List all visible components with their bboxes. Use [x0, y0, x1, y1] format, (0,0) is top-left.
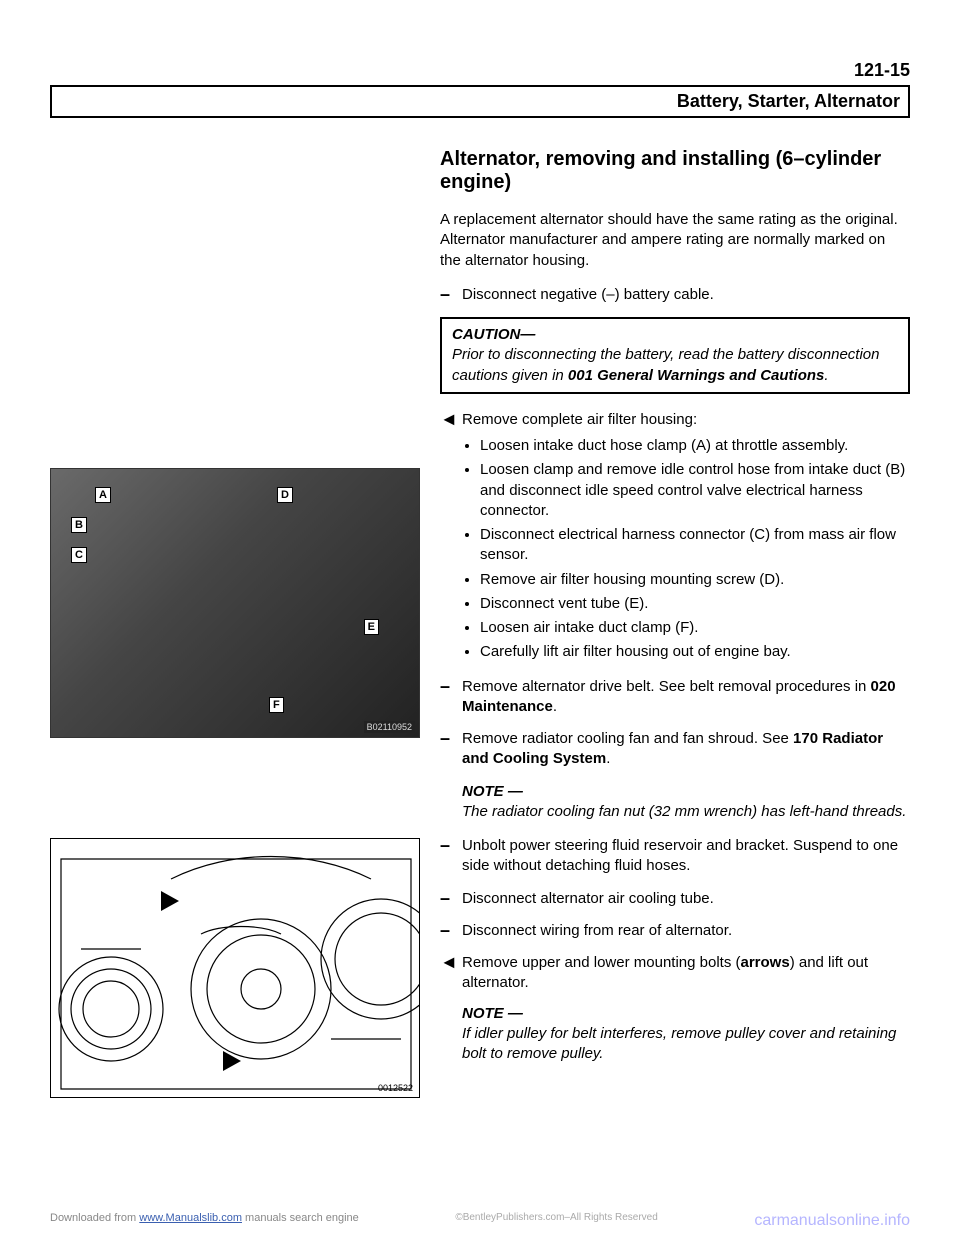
- step-remove-air-filter: ◄ Remove complete air filter housing: Lo…: [440, 410, 910, 667]
- photo-label-b: B: [71, 517, 87, 533]
- dash-marker: –: [440, 729, 462, 749]
- list-item: Disconnect vent tube (E).: [480, 594, 910, 614]
- note-title: NOTE —: [462, 782, 910, 802]
- belt-post: .: [553, 698, 557, 715]
- caution-post: .: [824, 367, 828, 384]
- footer-left-pre: Downloaded from: [50, 1212, 139, 1224]
- list-item: Loosen clamp and remove idle control hos…: [480, 460, 910, 521]
- step-text: Disconnect wiring from rear of alternato…: [462, 921, 910, 941]
- pointer-icon: ◄: [440, 410, 462, 430]
- step-remove-bolts: ◄ Remove upper and lower mounting bolts …: [440, 953, 910, 994]
- left-column: A B C D E F B02110952: [50, 148, 420, 1098]
- note-idler: NOTE — If idler pulley for belt interfer…: [462, 1004, 910, 1065]
- list-text: Loosen clamp and remove idle control hos…: [480, 461, 905, 519]
- footer-right: carmanualsonline.info: [754, 1212, 910, 1230]
- diagram-arrow-lower: [223, 1051, 241, 1071]
- list-item: Loosen air intake duct clamp (F).: [480, 618, 910, 638]
- content-area: A B C D E F B02110952: [50, 148, 910, 1098]
- list-item: Loosen intake duct hose clamp (A) at thr…: [480, 436, 910, 456]
- dash-marker: –: [440, 889, 462, 909]
- step-air-tube: – Disconnect alternator air cooling tube…: [440, 889, 910, 909]
- photo-label-a: A: [95, 487, 111, 503]
- footer-center: ©BentleyPublishers.com–All Rights Reserv…: [455, 1212, 657, 1230]
- footer-left-post: manuals search engine: [242, 1212, 359, 1224]
- belt-pre: Remove alternator drive belt. See belt r…: [462, 678, 871, 695]
- photo-id: B02110952: [364, 721, 415, 733]
- step-text: Remove upper and lower mounting bolts (a…: [462, 953, 910, 994]
- footer-left: Downloaded from www.Manualslib.com manua…: [50, 1212, 359, 1230]
- intro-paragraph: A replacement alternator should have the…: [440, 210, 910, 271]
- step-text: Remove alternator drive belt. See belt r…: [462, 677, 910, 718]
- pointer-icon: ◄: [440, 953, 462, 973]
- bolts-pre: Remove upper and lower mounting bolts (: [462, 954, 740, 971]
- right-column: Alternator, removing and installing (6–c…: [440, 148, 910, 1098]
- caution-body: Prior to disconnecting the battery, read…: [452, 346, 879, 383]
- caution-title: CAUTION—: [452, 326, 535, 343]
- note-body: If idler pulley for belt interferes, rem…: [462, 1024, 910, 1065]
- engine-photo: A B C D E F B02110952: [50, 468, 420, 738]
- list-text: Remove air filter housing mounting screw…: [480, 571, 784, 588]
- step-text: Unbolt power steering fluid reservoir an…: [462, 836, 910, 877]
- step-disconnect-battery: – Disconnect negative (–) battery cable.: [440, 285, 910, 305]
- step-wiring: – Disconnect wiring from rear of alterna…: [440, 921, 910, 941]
- note-body: The radiator cooling fan nut (32 mm wren…: [462, 802, 910, 822]
- step-text: Disconnect alternator air cooling tube.: [462, 889, 910, 909]
- air-filter-lead: Remove complete air filter housing:: [462, 411, 697, 428]
- photo-label-e: E: [364, 619, 379, 635]
- photo-label-c: C: [71, 547, 87, 563]
- note-fan: NOTE — The radiator cooling fan nut (32 …: [462, 782, 910, 823]
- photo-label-d: D: [277, 487, 293, 503]
- list-text: Disconnect vent tube (E).: [480, 595, 648, 612]
- list-item: Carefully lift air filter housing out of…: [480, 642, 910, 662]
- step-text: Disconnect negative (–) battery cable.: [462, 285, 910, 305]
- dash-marker: –: [440, 285, 462, 305]
- page-number: 121-15: [50, 60, 910, 81]
- caution-bold: 001 General Warnings and Cautions: [568, 367, 824, 384]
- air-filter-list: Loosen intake duct hose clamp (A) at thr…: [462, 436, 910, 663]
- note-title: NOTE —: [462, 1004, 910, 1024]
- bolts-bold: arrows: [740, 954, 789, 971]
- step-remove-fan: – Remove radiator cooling fan and fan sh…: [440, 729, 910, 770]
- list-item: Disconnect electrical harness connector …: [480, 525, 910, 566]
- step-text: Remove radiator cooling fan and fan shro…: [462, 729, 910, 770]
- dash-marker: –: [440, 677, 462, 697]
- list-text: Disconnect electrical harness connector …: [480, 526, 896, 563]
- photo-label-f: F: [269, 697, 284, 713]
- section-title: Alternator, removing and installing (6–c…: [440, 148, 910, 194]
- step-power-steering: – Unbolt power steering fluid reservoir …: [440, 836, 910, 877]
- dash-marker: –: [440, 836, 462, 856]
- alternator-diagram: 0012522: [50, 838, 420, 1098]
- footer-link[interactable]: www.Manualslib.com: [139, 1212, 242, 1224]
- diagram-arrow-upper: [161, 891, 179, 911]
- dash-marker: –: [440, 921, 462, 941]
- caution-box: CAUTION— Prior to disconnecting the batt…: [440, 317, 910, 394]
- list-item: Remove air filter housing mounting screw…: [480, 570, 910, 590]
- list-text: Loosen air intake duct clamp (F).: [480, 619, 698, 636]
- diagram-id: 0012522: [378, 1083, 413, 1093]
- header-title-box: Battery, Starter, Alternator: [50, 85, 910, 118]
- list-text: Carefully lift air filter housing out of…: [480, 643, 791, 660]
- list-text: Loosen intake duct hose clamp (A) at thr…: [480, 437, 848, 454]
- fan-post: .: [606, 750, 610, 767]
- step-remove-belt: – Remove alternator drive belt. See belt…: [440, 677, 910, 718]
- fan-pre: Remove radiator cooling fan and fan shro…: [462, 730, 793, 747]
- page-footer: Downloaded from www.Manualslib.com manua…: [0, 1212, 960, 1230]
- step-body: Remove complete air filter housing: Loos…: [462, 410, 910, 667]
